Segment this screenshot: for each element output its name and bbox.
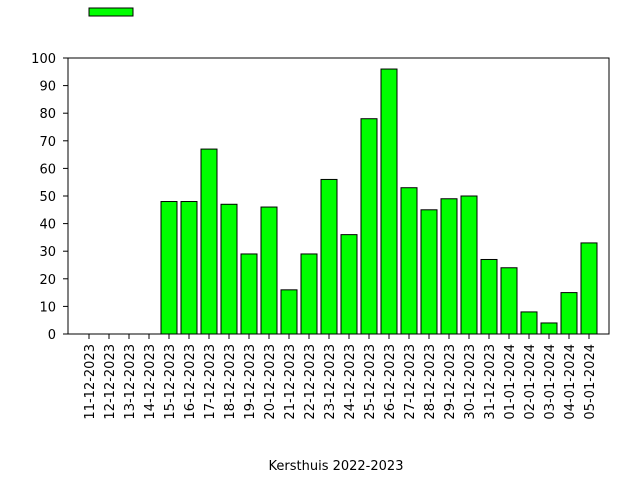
- bar: [260, 206, 278, 335]
- plot-frame: [67, 57, 610, 335]
- x-tick-label: 11-12-2023: [83, 344, 98, 420]
- y-tick-label: 60: [39, 162, 56, 177]
- x-tick-label: 14-12-2023: [143, 344, 158, 420]
- x-tick-label: 22-12-2023: [303, 344, 318, 420]
- x-tick-label: 23-12-2023: [323, 344, 338, 420]
- y-tick-label: 0: [48, 328, 56, 343]
- x-tick-label: 13-12-2023: [123, 344, 138, 420]
- x-tick-label: 25-12-2023: [363, 344, 378, 420]
- x-tick-label: 21-12-2023: [283, 344, 298, 420]
- y-tick-label: 70: [39, 135, 56, 150]
- x-tick-label: 16-12-2023: [183, 344, 198, 420]
- x-tick-label: 29-12-2023: [443, 344, 458, 420]
- bar: [440, 198, 458, 335]
- y-tick-label: 80: [39, 107, 56, 122]
- x-tick-label: 18-12-2023: [223, 344, 238, 420]
- x-tick-label: 05-01-2024: [583, 344, 598, 420]
- bar: [480, 258, 498, 335]
- y-tick-label: 50: [39, 190, 56, 205]
- bar: [240, 253, 258, 335]
- x-axis-label: Kersthuis 2022-2023: [269, 459, 404, 474]
- x-tick-label: 24-12-2023: [343, 344, 358, 420]
- bar: [400, 187, 418, 335]
- bar: [220, 203, 238, 335]
- x-tick-label: 15-12-2023: [163, 344, 178, 420]
- x-tick-label: 28-12-2023: [423, 344, 438, 420]
- y-tick-label: 90: [39, 80, 56, 95]
- bar: [180, 201, 198, 335]
- y-tick-label: 40: [39, 218, 56, 233]
- bar: [500, 267, 518, 335]
- y-tick-label: 20: [39, 273, 56, 288]
- y-tick-label: 10: [39, 300, 56, 315]
- x-tick-label: 12-12-2023: [103, 344, 118, 420]
- bar: [420, 209, 438, 335]
- bar: [160, 201, 178, 335]
- bar: [560, 292, 578, 335]
- x-tick-label: 19-12-2023: [243, 344, 258, 420]
- x-tick-label: 27-12-2023: [403, 344, 418, 420]
- bar: [280, 289, 298, 335]
- bar: [520, 311, 538, 335]
- y-tick-label: 30: [39, 245, 56, 260]
- x-tick-label: 26-12-2023: [383, 344, 398, 420]
- bar: [340, 234, 358, 335]
- bar: [200, 148, 218, 335]
- x-tick-label: 01-01-2024: [503, 344, 518, 420]
- bar: [540, 322, 558, 335]
- bar: [580, 242, 598, 335]
- x-tick-label: 17-12-2023: [203, 344, 218, 420]
- x-tick-label: 31-12-2023: [483, 344, 498, 420]
- bar: [320, 178, 338, 335]
- x-tick-label: 02-01-2024: [523, 344, 538, 420]
- bar: [460, 195, 478, 335]
- x-tick-label: 20-12-2023: [263, 344, 278, 420]
- bar: [300, 253, 318, 335]
- bar: [360, 118, 378, 335]
- x-tick-label: 03-01-2024: [543, 344, 558, 420]
- y-tick-label: 100: [31, 52, 56, 67]
- bar: [380, 68, 398, 335]
- x-tick-label: 04-01-2024: [563, 344, 578, 420]
- legend-swatch: [88, 7, 134, 17]
- x-tick-label: 30-12-2023: [463, 344, 478, 420]
